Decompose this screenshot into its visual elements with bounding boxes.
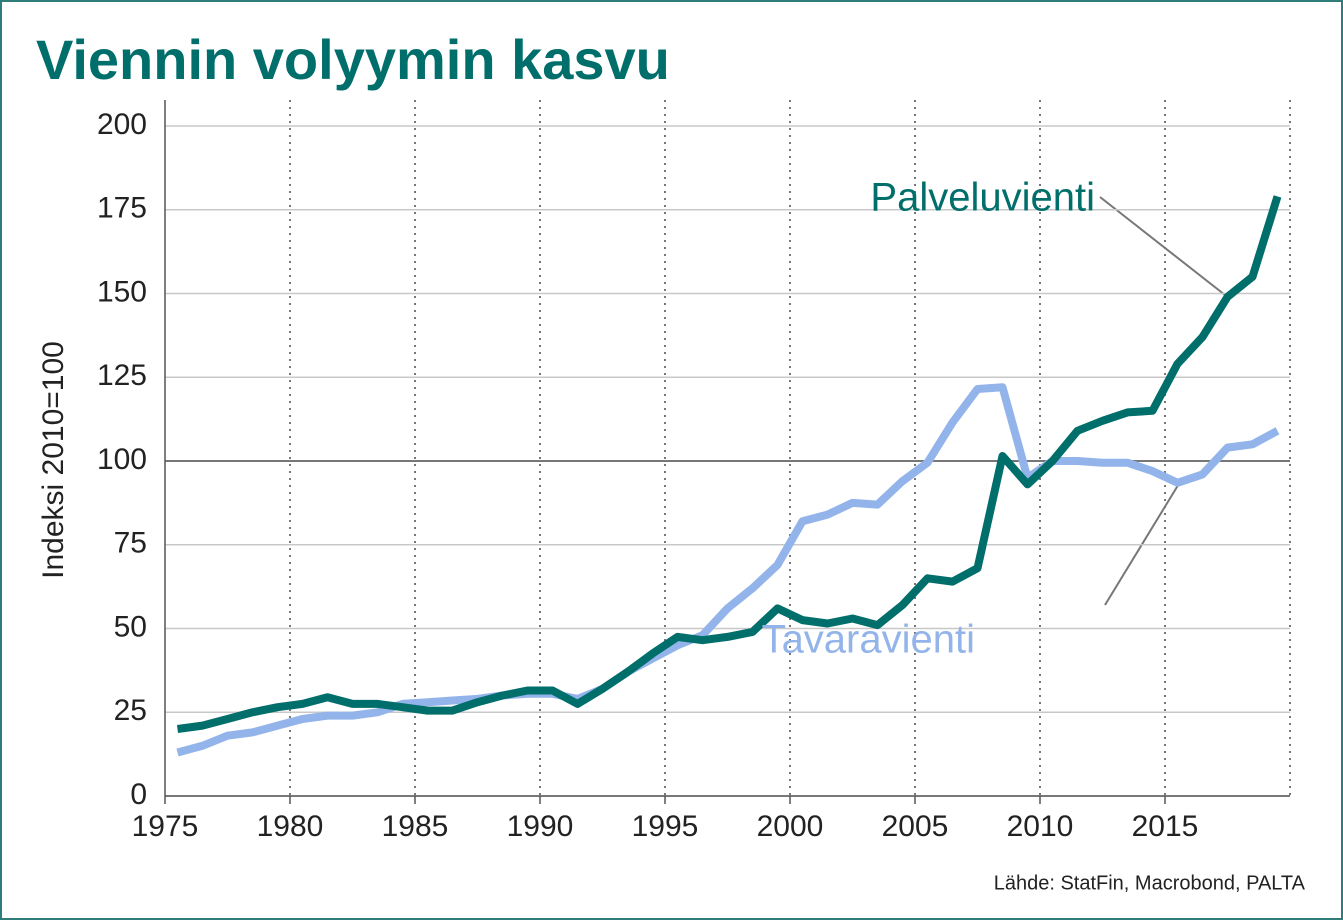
y-tick-label: 150 xyxy=(97,275,147,308)
y-tick-label: 0 xyxy=(130,778,147,811)
x-tick-label: 1980 xyxy=(257,810,324,843)
series-label: Tavaravienti xyxy=(762,618,975,662)
chart-title: Viennin volyymin kasvu xyxy=(36,28,670,91)
series-line xyxy=(176,383,1280,757)
x-tick-label: 1975 xyxy=(132,810,199,843)
y-axis-label: Indeksi 2010=100 xyxy=(37,341,70,579)
x-tick-label: 1990 xyxy=(507,810,574,843)
x-tick-label: 2005 xyxy=(882,810,949,843)
y-tick-label: 50 xyxy=(114,610,147,643)
y-tick-label: 125 xyxy=(97,359,147,392)
y-tick-label: 175 xyxy=(97,192,147,225)
leader-line xyxy=(1099,196,1226,296)
x-tick-label: 2015 xyxy=(1132,810,1199,843)
y-tick-label: 100 xyxy=(97,443,147,476)
source: Lähde: StatFin, Macrobond, PALTA xyxy=(994,872,1306,894)
y-tick-label: 75 xyxy=(114,527,147,560)
series-line xyxy=(176,195,1282,733)
series-label: Palveluvienti xyxy=(870,176,1095,220)
y-tick-label: 200 xyxy=(97,108,147,141)
x-tick-label: 2000 xyxy=(757,810,824,843)
x-tick-label: 1985 xyxy=(382,810,449,843)
x-tick-label: 1995 xyxy=(632,810,699,843)
leader-line xyxy=(1104,481,1181,606)
y-tick-label: 25 xyxy=(114,694,147,727)
x-tick-label: 2010 xyxy=(1007,810,1074,843)
